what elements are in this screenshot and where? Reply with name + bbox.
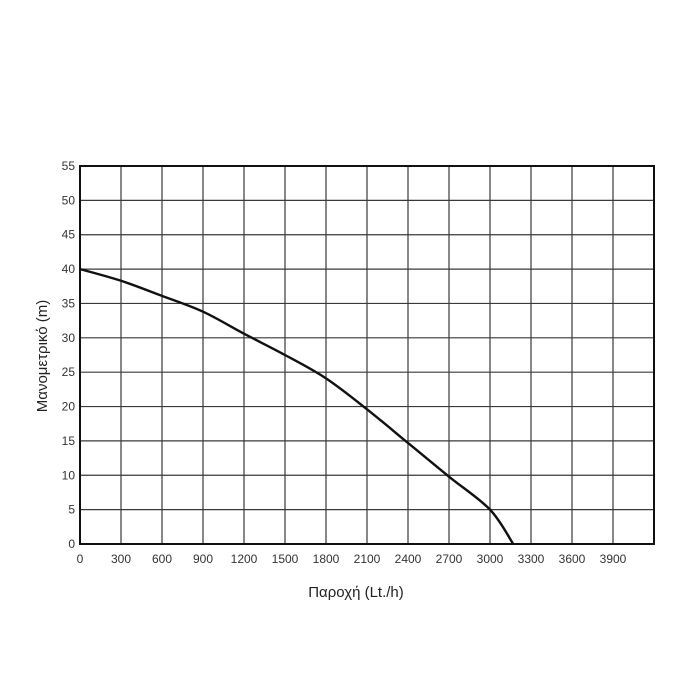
y-tick-label: 45 [62,228,76,242]
y-tick-label: 20 [62,400,76,414]
plot-frame [79,165,655,545]
y-tick-label: 5 [68,503,75,517]
y-tick-label: 35 [62,296,76,310]
x-tick-label: 900 [193,552,213,566]
y-tick-label: 15 [62,434,76,448]
x-tick-label: 2400 [395,552,422,566]
y-tick-label: 0 [68,537,75,551]
y-tick-label: 10 [62,468,76,482]
x-axis-ticks: 0 300 600 900 1200 1500 1800 2100 2400 2700 3000 33… [77,552,627,566]
x-tick-label: 0 [77,552,84,566]
grid-lines [80,166,654,544]
y-tick-label: 40 [62,262,76,276]
x-tick-label: 2700 [436,552,463,566]
x-tick-label: 3000 [477,552,504,566]
y-tick-label: 30 [62,331,76,345]
y-tick-label: 25 [62,365,76,379]
y-tick-label: 55 [62,159,76,173]
x-tick-label: 300 [111,552,131,566]
x-tick-label: 1200 [231,552,258,566]
y-axis-ticks: 0 5 10 15 20 25 30 35 40 45 50 55 [62,159,76,551]
y-tick-label: 50 [62,193,76,207]
x-tick-label: 600 [152,552,172,566]
x-tick-label: 1500 [272,552,299,566]
pump-curve-line [79,267,515,545]
y-axis-title: Μανομετρικό (m) [34,300,51,412]
x-tick-label: 1800 [313,552,340,566]
x-tick-label: 3300 [518,552,545,566]
x-axis-title: Παροχή (Lt./h) [308,584,404,601]
x-tick-label: 2100 [354,552,381,566]
x-tick-label: 3600 [559,552,586,566]
x-tick-label: 3900 [600,552,627,566]
